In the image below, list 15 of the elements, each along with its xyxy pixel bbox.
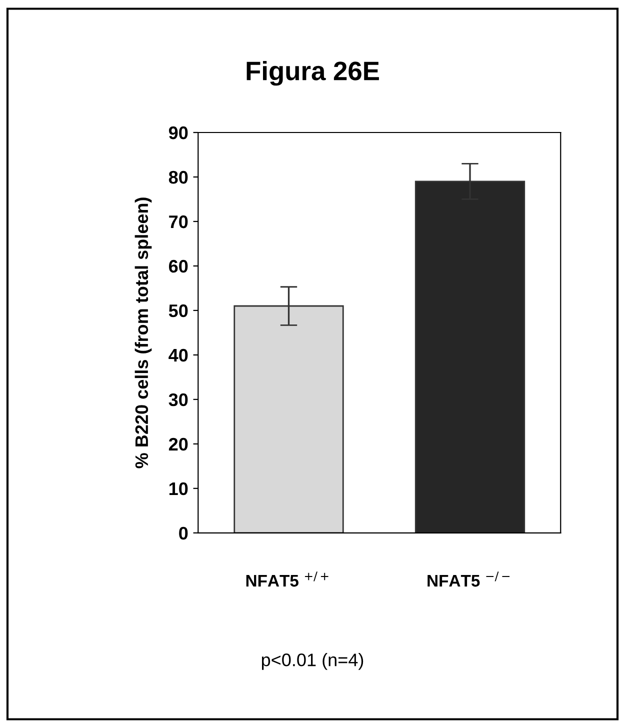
y-tick-label: 40 bbox=[168, 348, 188, 362]
y-tick-label: 0 bbox=[179, 526, 188, 540]
text: p<0.01 (n=4) bbox=[262, 653, 364, 670]
y-tick-label: 50 bbox=[168, 304, 188, 318]
x-tick-label: NFAT5 $^{+/+}$ bbox=[246, 572, 328, 587]
y-tick-label: 10 bbox=[169, 482, 188, 496]
y-tick-label: 70 bbox=[169, 215, 188, 228]
y-tick-label: 30 bbox=[168, 393, 188, 406]
y-axis-title: % B220 cells (from total spleen) bbox=[134, 198, 152, 468]
y-tick-label: 20 bbox=[168, 438, 188, 451]
y-tick-label: 90 bbox=[168, 126, 188, 140]
y-tick-label: 60 bbox=[168, 260, 188, 273]
chart-title: Figura 26E bbox=[246, 60, 379, 86]
x-tick-label: NFAT5 $^{−/−}$ bbox=[428, 572, 510, 587]
y-tick-label: 80 bbox=[168, 170, 188, 184]
